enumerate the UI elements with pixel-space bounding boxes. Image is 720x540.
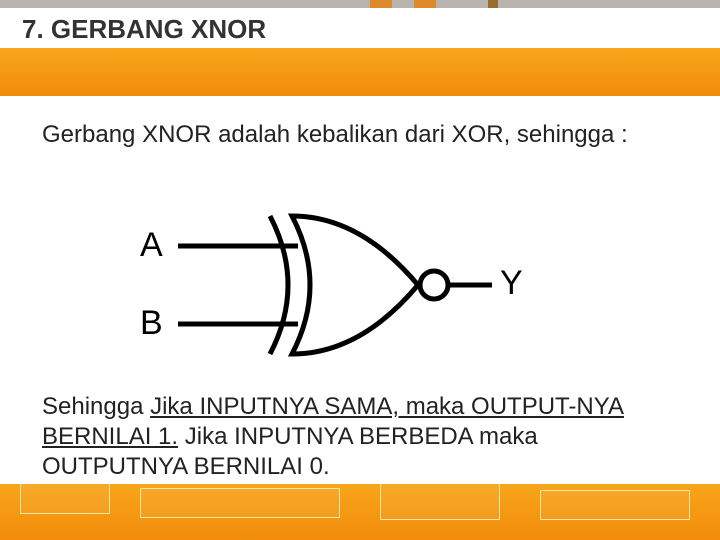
xnor-gate-svg	[120, 198, 600, 368]
title-band	[0, 48, 720, 96]
conclusion-paragraph: Sehingga Jika INPUTNYA SAMA, maka OUTPUT…	[42, 392, 682, 482]
xnor-gate-diagram: A B Y	[120, 198, 600, 368]
bottom-decoration	[0, 484, 720, 540]
intro-paragraph: Gerbang XNOR adalah kebalikan dari XOR, …	[42, 120, 682, 150]
conclusion-prefix: Sehingga	[42, 393, 150, 420]
page-title: 7. GERBANG XNOR	[22, 14, 266, 45]
top-decoration	[0, 0, 720, 8]
